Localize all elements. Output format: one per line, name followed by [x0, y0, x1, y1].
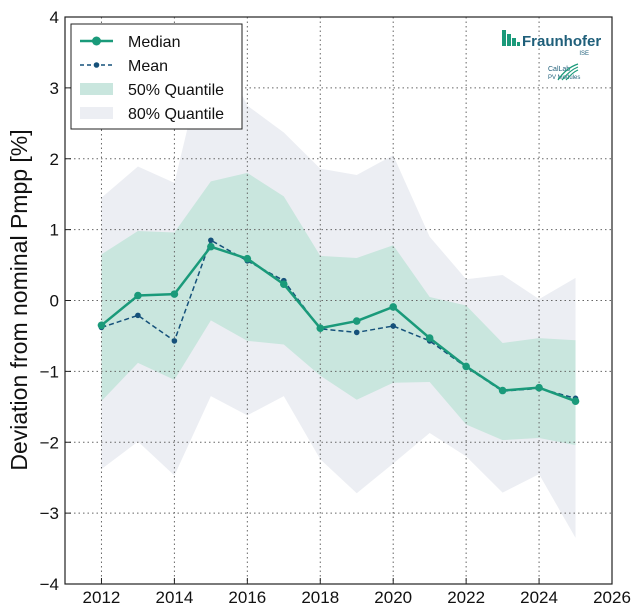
y-axis-label: Deviation from nominal Pmpp [%] — [6, 129, 32, 470]
y-tick-label: 3 — [50, 79, 59, 98]
callab-logo: CalLab PV Modules — [548, 63, 580, 81]
legend: Median Mean 50% Quantile 80% Quantile — [70, 23, 243, 130]
legend-q80-swatch — [80, 107, 113, 119]
x-tick-label: 2020 — [374, 588, 412, 607]
legend-median-label: Median — [128, 34, 180, 51]
band-50-quantile — [101, 172, 576, 446]
quantile-bands — [101, 31, 576, 538]
legend-q50-label: 50% Quantile — [128, 82, 224, 99]
legend-mean-label: Mean — [128, 58, 168, 75]
legend-median-marker — [92, 36, 101, 46]
mean-point — [208, 237, 214, 244]
x-tick-label: 2018 — [301, 588, 339, 607]
callab-wave-icon — [557, 63, 579, 81]
legend-item-median: Median — [80, 34, 180, 51]
y-tick-label: 4 — [50, 8, 59, 27]
median-point — [280, 280, 288, 288]
median-point — [462, 362, 470, 371]
median-point — [170, 290, 179, 298]
x-tick-label: 2022 — [447, 588, 485, 607]
median-point — [352, 317, 361, 325]
fraunhofer-mark-icon — [502, 30, 520, 46]
median-point — [571, 397, 580, 405]
median-point — [243, 254, 252, 263]
y-axis-ticks: 4 3 2 1 0 −1 −2 −3 −4 — [40, 8, 71, 594]
fraunhofer-logo-text: Fraunhofer — [522, 33, 601, 50]
y-tick-label: −1 — [40, 362, 59, 381]
legend-item-q80: 80% Quantile — [80, 106, 224, 123]
legend-mean-marker — [93, 62, 100, 68]
mean-point — [390, 323, 397, 329]
legend-q80-label: 80% Quantile — [128, 106, 224, 123]
x-axis-ticks: 2012 2014 2016 2018 2020 2022 2024 2026 — [83, 578, 631, 607]
x-tick-label: 2016 — [228, 588, 266, 607]
series-lines — [97, 237, 580, 405]
series-median-line — [100, 245, 576, 403]
mean-point — [171, 338, 178, 344]
y-tick-label: −3 — [40, 504, 59, 523]
x-tick-label: 2026 — [593, 588, 631, 607]
legend-q50-swatch — [80, 83, 113, 95]
median-point — [389, 303, 398, 311]
legend-item-q50: 50% Quantile — [80, 82, 224, 99]
legend-item-mean: Mean — [80, 58, 168, 75]
y-tick-label: 1 — [50, 221, 59, 240]
mean-point — [135, 312, 141, 319]
y-tick-label: −4 — [40, 575, 59, 594]
median-point — [425, 334, 434, 342]
y-tick-label: 0 — [50, 292, 59, 311]
fraunhofer-ise-text: ISE — [579, 51, 589, 57]
y-tick-label: 2 — [50, 150, 59, 169]
median-point — [535, 383, 543, 392]
x-tick-label: 2012 — [83, 588, 121, 607]
median-point — [498, 386, 507, 395]
x-tick-label: 2014 — [155, 588, 193, 607]
median-point — [134, 291, 142, 300]
median-point — [207, 242, 215, 251]
y-tick-label: −2 — [40, 433, 59, 452]
median-point — [316, 324, 325, 332]
callab-logo-text: CalLab — [548, 66, 570, 73]
mean-point — [353, 329, 360, 336]
x-tick-label: 2024 — [520, 588, 558, 607]
fraunhofer-logo: Fraunhofer ISE — [502, 30, 601, 57]
median-point — [97, 321, 106, 330]
